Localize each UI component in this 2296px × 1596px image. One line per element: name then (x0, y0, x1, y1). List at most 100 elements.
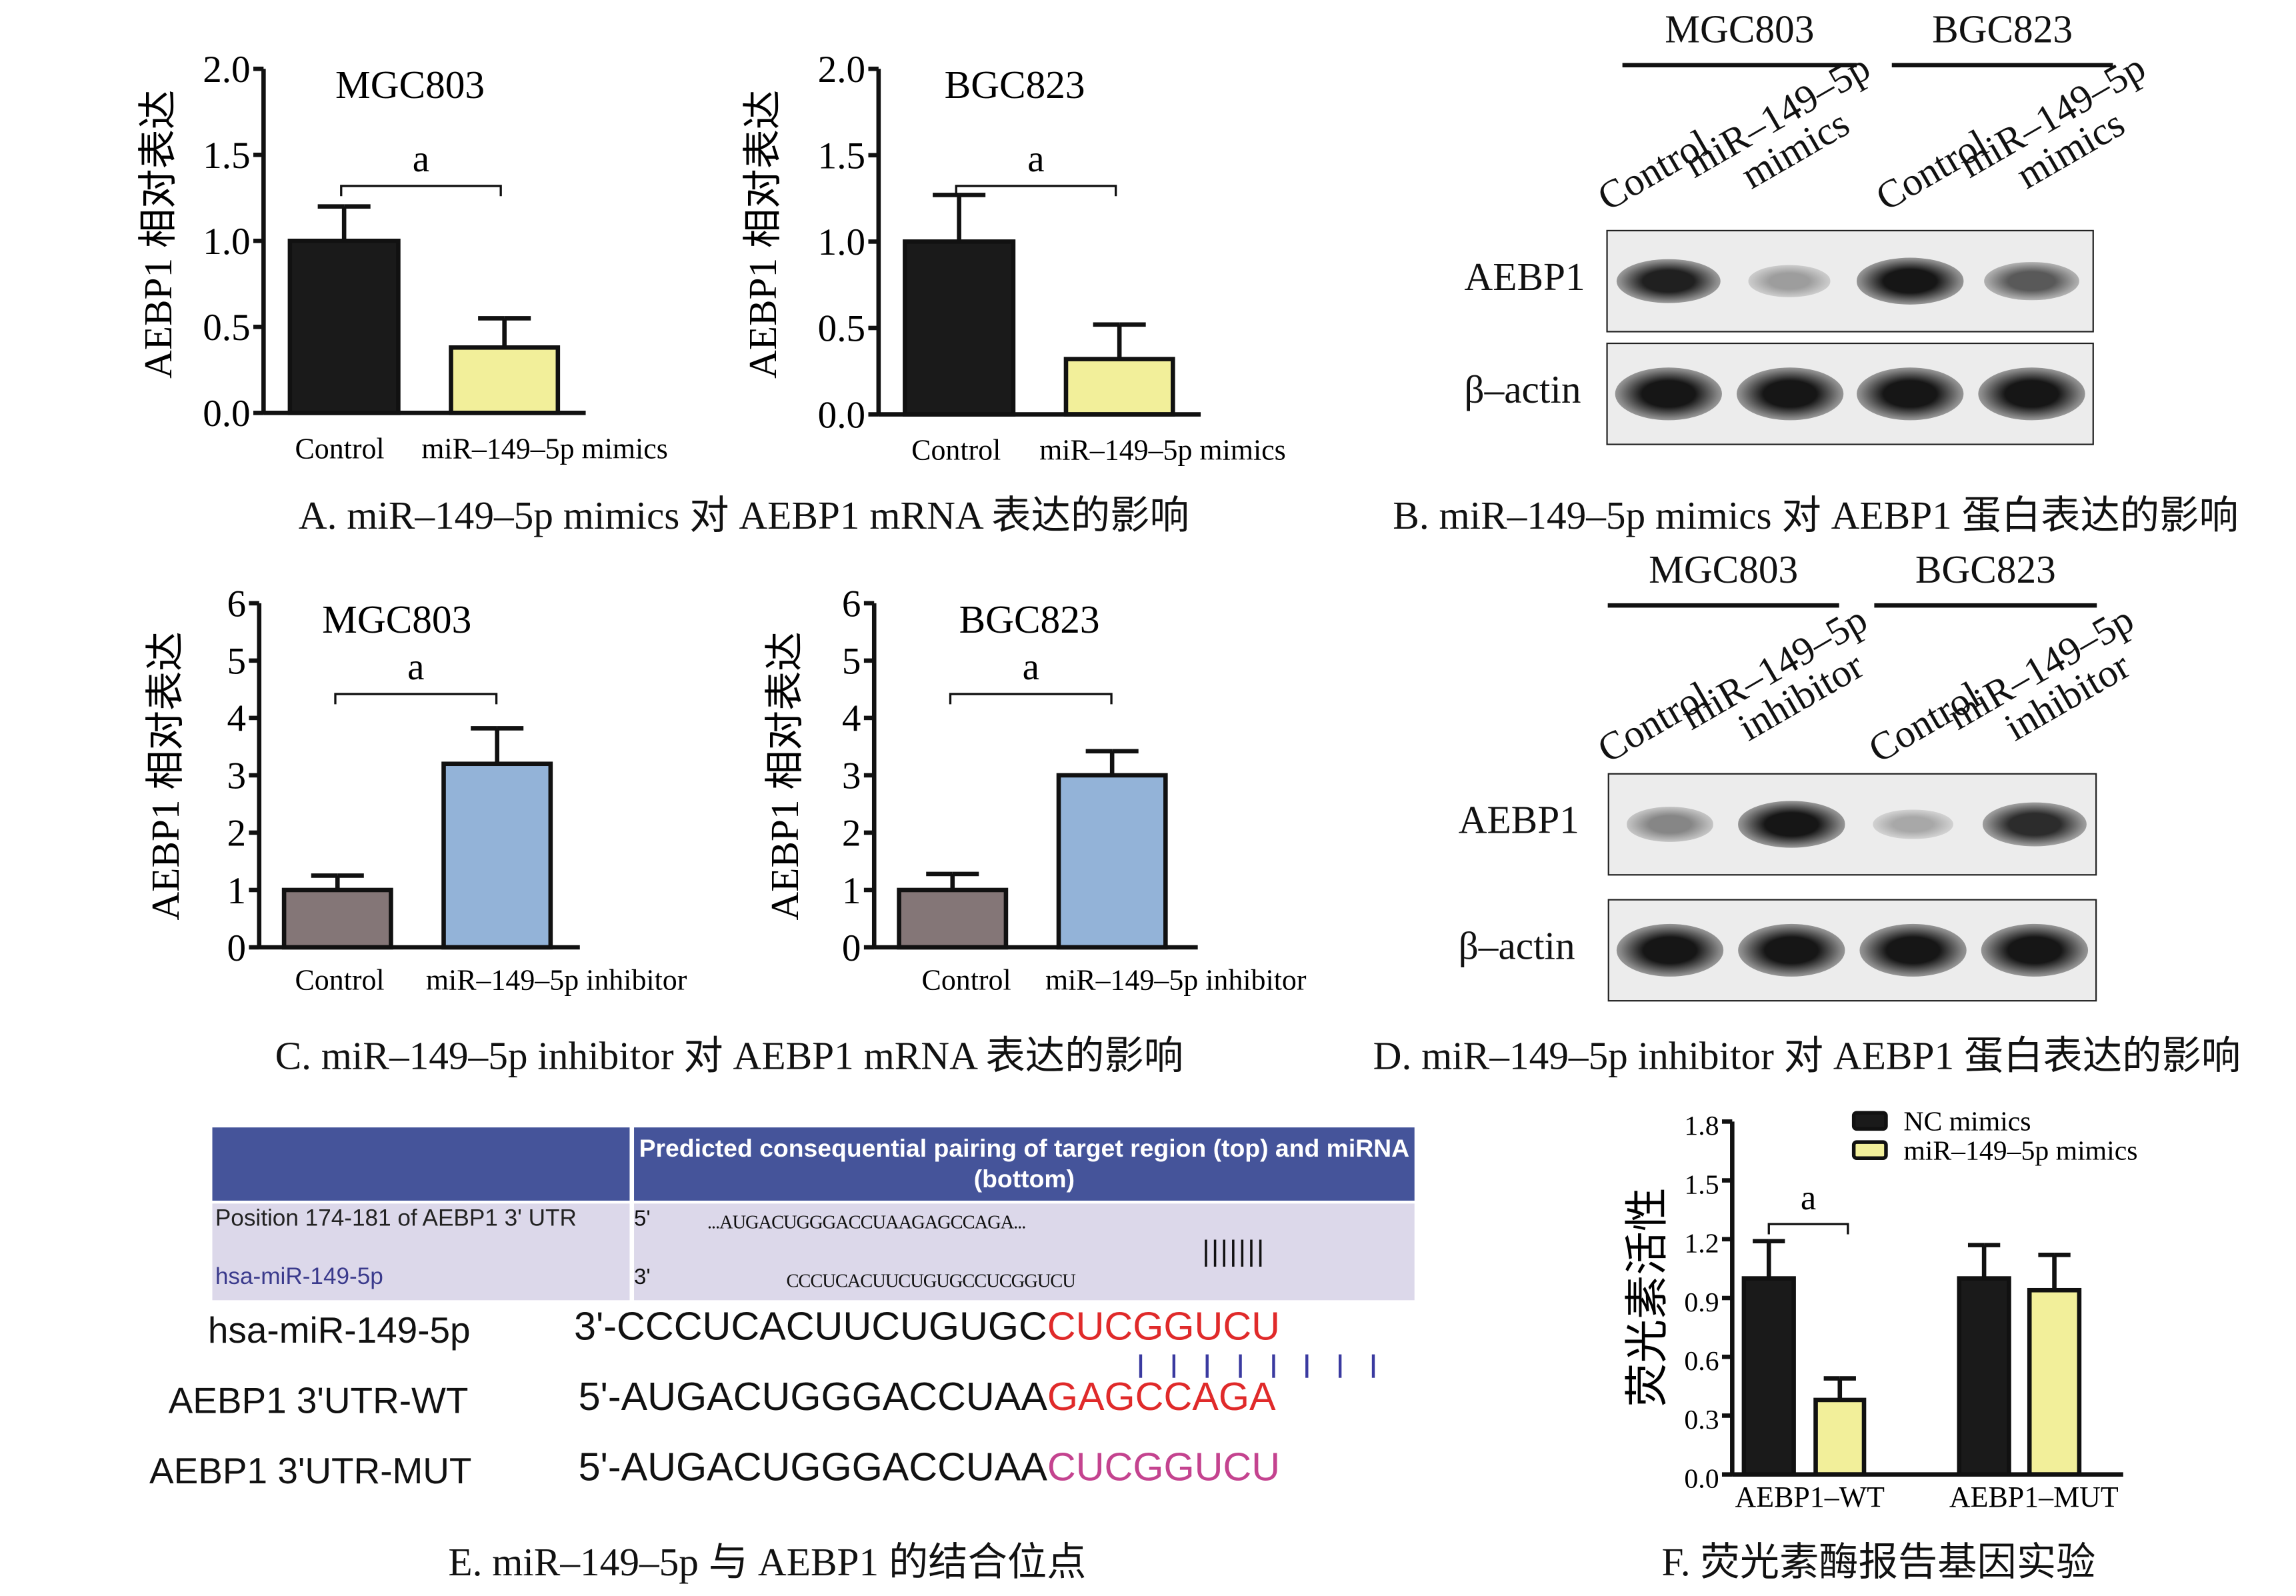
bar (903, 239, 1016, 417)
band (1737, 923, 1845, 977)
caption-d: D. miR–149–5p inhibitor 对 AEBP1 蛋白表达的影响 (1373, 1033, 2241, 1078)
x-tick-label: Control (295, 964, 384, 997)
y-tick-label: 4 (842, 698, 861, 740)
seed-site: CUCGGUCU (1047, 1304, 1280, 1349)
chart-c-4: 0 1 2 3 4 5 6 Control miR–149–5p inhibitor BGC823… (763, 583, 1307, 997)
bar (1813, 1397, 1867, 1477)
band (1749, 265, 1831, 297)
sequence-prefix: 5'-AUGACUGGGACCUAA (578, 1445, 1047, 1489)
band (1978, 367, 2085, 421)
bar (1957, 1276, 2011, 1477)
y-axis-label: AEBP1 相对表达 (741, 90, 785, 379)
significance-label: a (1027, 138, 1044, 180)
band (1737, 801, 1845, 847)
caption-c: C. miR–149–5p inhibitor 对 AEBP1 mRNA 表达的… (275, 1033, 1184, 1078)
blot-actin (1607, 899, 2097, 1002)
y-axis-label: AEBP1 相对表达 (136, 90, 180, 379)
y-tick-label: 4 (227, 698, 246, 740)
caption-e: E. miR–149–5p 与 AEBP1 的结合位点 (448, 1540, 1087, 1585)
chart-c-3: 0 1 2 3 4 5 6 Control miR–149–5p inhibitor MGC803… (143, 583, 687, 997)
y-tick-label: 1.0 (818, 221, 865, 263)
y-tick-label: 1 (842, 870, 861, 912)
significance-label: a (1023, 646, 1039, 688)
significance-label: a (413, 138, 429, 180)
significance-label: a (1801, 1179, 1816, 1217)
y-tick-label: 0.3 (1684, 1405, 1719, 1435)
chart-a-1: 0.0 0.5 1.0 1.5 2.0 Control miR–149–5p mimics M… (136, 49, 668, 465)
bar (281, 887, 393, 950)
x-tick-label: AEBP1–MUT (1949, 1481, 2119, 1513)
group-label: BGC823 (1932, 7, 2073, 51)
y-tick-label: 1.5 (1684, 1169, 1719, 1200)
row-label-actin: β–actin (1458, 923, 1575, 968)
bar (1741, 1276, 1796, 1477)
band (1615, 367, 1722, 421)
y-tick-label: 5 (842, 641, 861, 683)
band (1873, 809, 1953, 840)
group-underline (1891, 63, 2113, 68)
chart-title: MGC803 (322, 597, 471, 641)
band (1857, 258, 1965, 304)
y-tick-label: 1.2 (1684, 1229, 1719, 1259)
y-tick-label: 6 (842, 583, 861, 625)
row-label-aebp1: AEBP1 (1464, 255, 1585, 299)
row2-sequence: CCCUCACUUCUGUGCCUCGGUCU (786, 1269, 1075, 1292)
seed-site: GAGCCAGA (1047, 1375, 1276, 1419)
band (1857, 367, 1965, 421)
row-label-actin: β–actin (1464, 367, 1581, 412)
y-axis-label: AEBP1 相对表达 (143, 631, 187, 920)
band (1983, 802, 2087, 846)
table-label-cell: Position 174-181 of AEBP1 3' UTR hsa-miR… (212, 1203, 630, 1301)
bar (449, 345, 561, 415)
significance-bracket (949, 693, 1113, 705)
group-label: MGC803 (1649, 547, 1799, 592)
chart-title: MGC803 (335, 63, 485, 107)
significance-bracket (340, 185, 502, 197)
sequence-label: AEBP1 3'UTR-WT (168, 1381, 469, 1422)
y-tick-label: 1 (227, 870, 246, 912)
y-axis-label: 荧光素活性 (1623, 1187, 1672, 1407)
row2-end: 3' (634, 1265, 651, 1290)
band (1627, 807, 1713, 841)
y-tick-label: 3 (227, 755, 246, 797)
pairing-table: Predicted consequential pairing of targe… (212, 1127, 1415, 1301)
row-label-aebp1: AEBP1 (1458, 797, 1579, 842)
x-tick-label: AEBP1–WT (1735, 1481, 1885, 1513)
band (1981, 923, 2089, 977)
y-tick-label: 0.0 (818, 394, 865, 436)
band (1615, 259, 1721, 304)
y-tick-label: 3 (842, 755, 861, 797)
table-header: Predicted consequential pairing of targe… (634, 1127, 1415, 1201)
y-tick-label: 6 (227, 583, 246, 625)
pairing-marks: ||||||| (1202, 1235, 1266, 1268)
y-tick-label: 2 (227, 813, 246, 855)
y-tick-label: 1.8 (1684, 1111, 1719, 1141)
group-underline (1607, 603, 1839, 608)
legend-swatch (1851, 1140, 1888, 1161)
y-tick-label: 5 (227, 641, 246, 683)
sequence-prefix: 5'-AUGACUGGGACCUAA (578, 1375, 1047, 1419)
significance-label: a (407, 646, 424, 688)
y-tick-label: 0.5 (203, 307, 250, 349)
table-header-blank (212, 1127, 630, 1201)
row1-end: 5' (634, 1206, 651, 1232)
sequence: 5'-AUGACUGGGACCUAACUCGGUCU (579, 1445, 1281, 1491)
x-tick-label: miR–149–5p inhibitor (1045, 964, 1307, 997)
y-axis-label: AEBP1 相对表达 (763, 631, 807, 920)
blot-aebp1 (1607, 773, 2097, 876)
sequence: 3'-CCCUCACUUCUGUGCCUCGGUCU (574, 1305, 1280, 1350)
sequence: 5'-AUGACUGGGACCUAAGAGCCAGA (579, 1375, 1276, 1420)
group-underline (1874, 603, 2097, 608)
y-tick-label: 2.0 (203, 49, 250, 91)
y-tick-label: 1.5 (203, 135, 250, 177)
legend-label: NC mimics (1903, 1107, 2031, 1137)
y-tick-label: 0.0 (1684, 1463, 1719, 1494)
band (1736, 367, 1843, 421)
y-tick-label: 0.6 (1684, 1346, 1719, 1377)
bar (441, 761, 553, 950)
blot-aebp1 (1606, 229, 2094, 333)
y-tick-label: 0.0 (203, 393, 250, 435)
caption-f: F. 荧光素酶报告基因实验 (1661, 1540, 2096, 1585)
